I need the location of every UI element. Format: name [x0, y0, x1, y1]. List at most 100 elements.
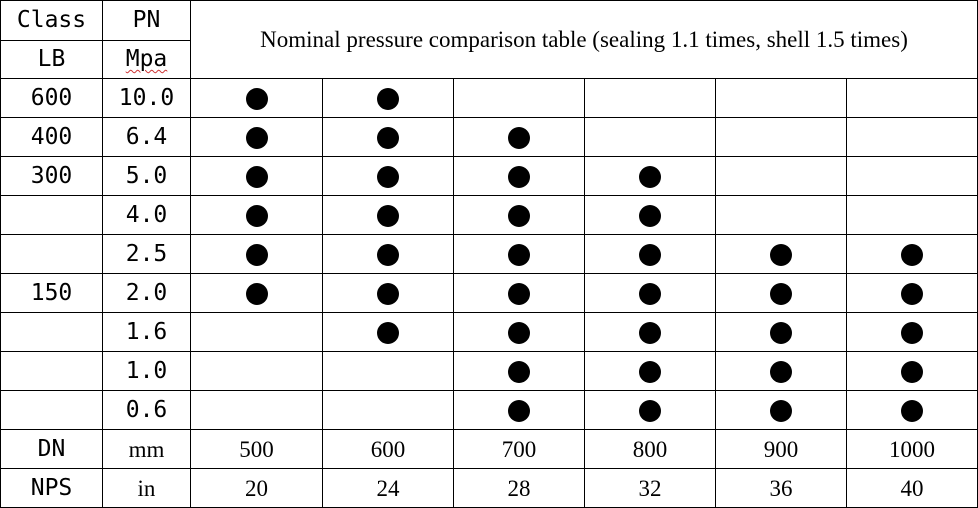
nps-value: 20	[190, 468, 323, 508]
filled-dot-icon	[901, 399, 924, 422]
mark-cell	[322, 390, 454, 430]
nps-value: 40	[845, 468, 978, 508]
mark-cell	[715, 351, 847, 391]
mark-cell	[453, 351, 585, 391]
mark-cell	[322, 312, 454, 352]
mpa-cell: 5.0	[102, 156, 191, 196]
mark-cell	[584, 78, 716, 118]
mark-cell	[715, 390, 847, 430]
mark-cell	[453, 390, 585, 430]
mark-cell	[322, 273, 454, 313]
mark-cell	[715, 273, 847, 313]
mark-cell	[845, 195, 978, 235]
filled-dot-icon	[245, 87, 268, 110]
mark-cell	[453, 117, 585, 157]
mark-cell	[322, 78, 454, 118]
mark-cell	[190, 156, 323, 196]
mark-cell	[190, 390, 323, 430]
mpa-cell: 10.0	[102, 78, 191, 118]
mark-cell	[715, 234, 847, 274]
filled-dot-icon	[770, 282, 792, 305]
filled-dot-icon	[639, 243, 661, 266]
filled-dot-icon	[508, 360, 530, 383]
mark-cell	[845, 390, 978, 430]
table-row: 4.0	[0, 195, 978, 235]
mark-cell	[715, 117, 847, 157]
mark-cell	[190, 195, 323, 235]
filled-dot-icon	[901, 282, 924, 305]
mark-cell	[190, 117, 323, 157]
table-row: 0.6	[0, 390, 978, 430]
mark-cell	[190, 351, 323, 391]
mark-cell	[584, 117, 716, 157]
mark-cell	[715, 78, 847, 118]
mpa-header-text: Mpa	[125, 46, 168, 72]
mark-cell	[584, 312, 716, 352]
mark-cell	[453, 312, 585, 352]
mpa-cell: 4.0	[102, 195, 191, 235]
filled-dot-icon	[901, 360, 924, 383]
filled-dot-icon	[377, 87, 399, 110]
lb-cell: 300	[0, 156, 103, 196]
mark-cell	[190, 312, 323, 352]
mark-cell	[845, 312, 978, 352]
lb-cell: 600	[0, 78, 103, 118]
pn-header: PN	[102, 0, 191, 41]
filled-dot-icon	[770, 243, 792, 266]
mpa-cell: 6.4	[102, 117, 191, 157]
table-title: Nominal pressure comparison table (seali…	[189, 0, 978, 79]
filled-dot-icon	[639, 360, 661, 383]
header-row-1: Class PN Nominal pressure comparison tab…	[0, 0, 978, 79]
filled-dot-icon	[377, 321, 399, 344]
dn-value: 600	[322, 429, 454, 469]
dn-row: DN mm 500 600 700 800 900 1000	[0, 429, 978, 469]
filled-dot-icon	[245, 126, 268, 149]
filled-dot-icon	[770, 399, 792, 422]
mark-cell	[845, 78, 978, 118]
lb-cell: 150	[0, 273, 103, 313]
filled-dot-icon	[508, 321, 530, 344]
nps-row: NPS in 20 24 28 32 36 40	[0, 468, 978, 508]
filled-dot-icon	[901, 321, 924, 344]
filled-dot-icon	[639, 399, 661, 422]
mark-cell	[584, 390, 716, 430]
filled-dot-icon	[508, 204, 530, 227]
mark-cell	[584, 234, 716, 274]
filled-dot-icon	[770, 360, 792, 383]
lb-cell	[0, 195, 103, 235]
filled-dot-icon	[377, 126, 399, 149]
dn-value: 700	[453, 429, 585, 469]
lb-cell: 400	[0, 117, 103, 157]
filled-dot-icon	[639, 321, 661, 344]
table-row: 1.0	[0, 351, 978, 391]
lb-cell	[0, 351, 103, 391]
dn-value: 900	[715, 429, 847, 469]
mark-cell	[322, 156, 454, 196]
mpa-cell: 2.0	[102, 273, 191, 313]
header-row-2: LB Mpa	[0, 40, 978, 79]
table-row: 400 6.4	[0, 117, 978, 157]
mark-cell	[453, 195, 585, 235]
filled-dot-icon	[245, 243, 268, 266]
table-row: 600 10.0	[0, 78, 978, 118]
filled-dot-icon	[508, 126, 530, 149]
mark-cell	[453, 78, 585, 118]
table-row: 150 2.0	[0, 273, 978, 313]
mpa-cell: 1.0	[102, 351, 191, 391]
mark-cell	[584, 273, 716, 313]
mark-cell	[715, 195, 847, 235]
lb-header: LB	[0, 40, 103, 79]
mark-cell	[845, 351, 978, 391]
mpa-cell: 2.5	[102, 234, 191, 274]
dn-value: 1000	[845, 429, 978, 469]
filled-dot-icon	[508, 243, 530, 266]
dn-unit: mm	[102, 429, 191, 469]
filled-dot-icon	[508, 282, 530, 305]
filled-dot-icon	[245, 204, 268, 227]
table-row: 1.6	[0, 312, 978, 352]
nps-label: NPS	[0, 468, 103, 508]
mark-cell	[584, 156, 716, 196]
dn-value: 800	[584, 429, 716, 469]
filled-dot-icon	[770, 321, 792, 344]
mark-cell	[190, 78, 323, 118]
